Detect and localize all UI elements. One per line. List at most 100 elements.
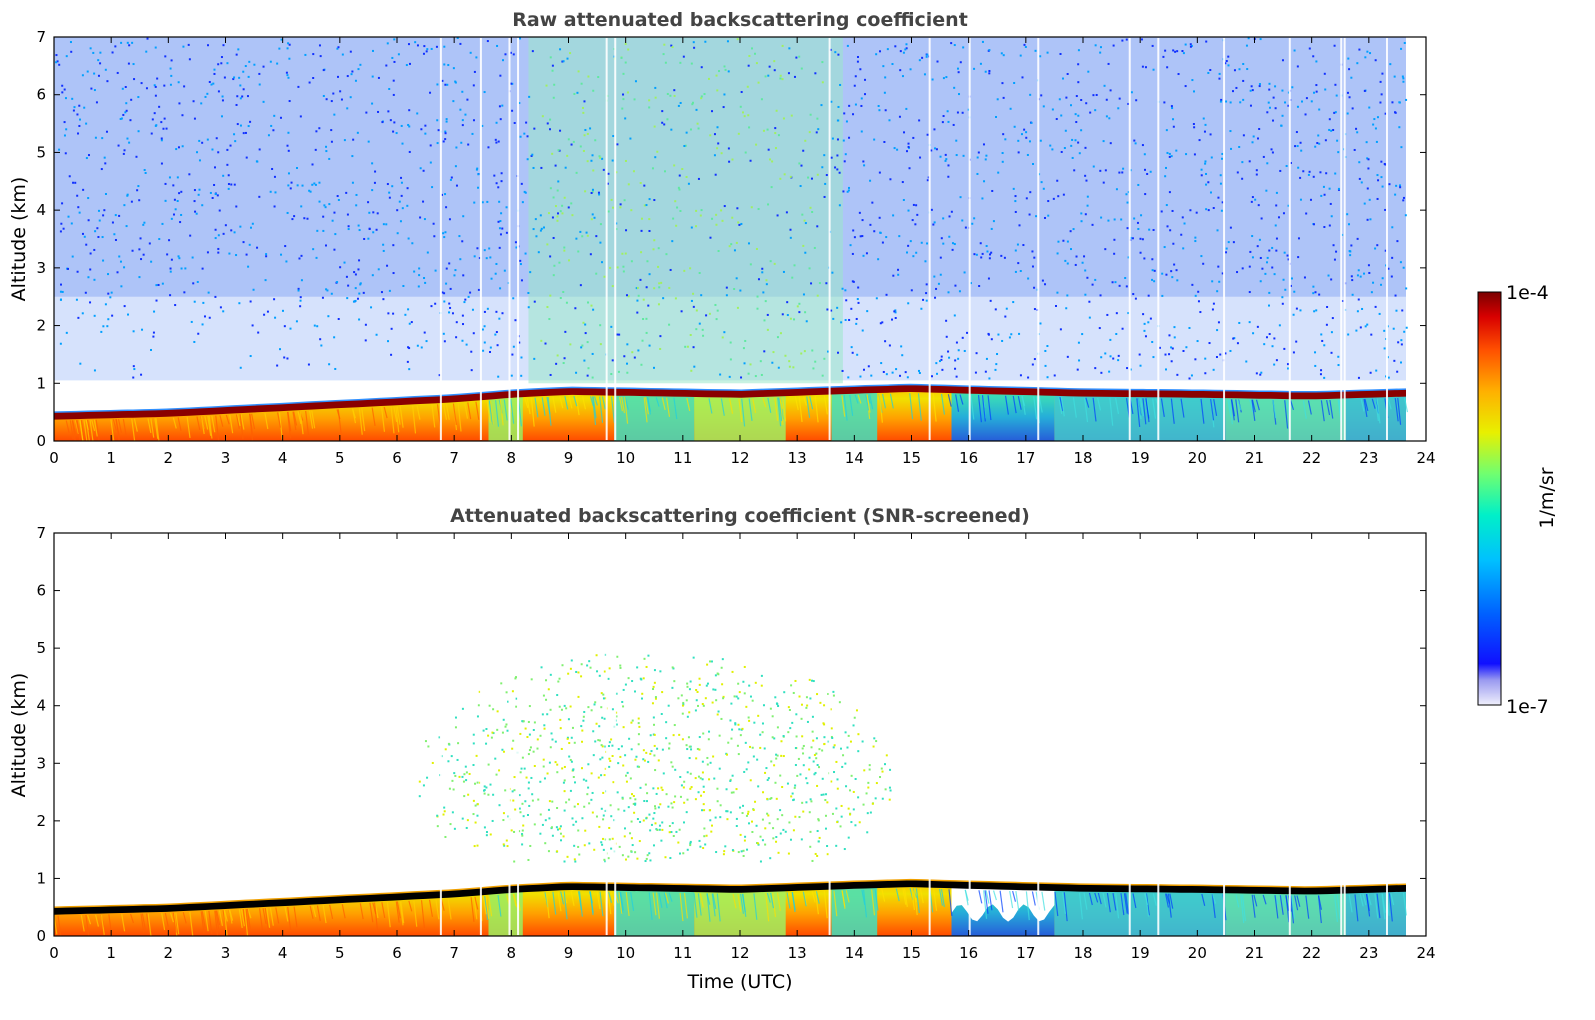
signal-speckle (462, 780, 465, 783)
noise-speckle (267, 134, 270, 137)
noise-speckle (1029, 191, 1032, 194)
noise-speckle (584, 190, 587, 193)
signal-speckle (504, 725, 507, 728)
noise-speckle (708, 312, 711, 315)
noise-speckle (524, 191, 527, 194)
noise-speckle (826, 308, 829, 311)
noise-speckle (179, 221, 182, 224)
noise-speckle (812, 367, 815, 370)
y-tick-label: 3 (36, 754, 46, 772)
noise-speckle (742, 347, 745, 350)
noise-speckle (1394, 111, 1397, 114)
noise-speckle (1321, 339, 1324, 342)
noise-speckle (789, 228, 792, 231)
noise-speckle (343, 261, 346, 264)
noise-speckle (1221, 201, 1224, 204)
signal-speckle (667, 805, 670, 808)
noise-speckle (135, 155, 138, 158)
signal-speckle (608, 667, 611, 670)
noise-speckle (1220, 157, 1223, 160)
signal-speckle (768, 822, 771, 825)
signal-speckle (747, 810, 750, 813)
bl-streak (352, 408, 357, 424)
noise-speckle (1368, 106, 1371, 109)
noise-speckle (765, 279, 768, 282)
signal-speckle (681, 738, 684, 741)
noise-speckle (400, 181, 403, 184)
noise-speckle (1381, 277, 1384, 280)
signal-speckle (673, 724, 676, 727)
signal-speckle (563, 860, 566, 863)
signal-speckle (801, 801, 804, 804)
bl-streak (1253, 894, 1258, 907)
noise-speckle (326, 289, 329, 292)
noise-speckle (1112, 357, 1115, 360)
bl-streak (503, 399, 508, 421)
noise-speckle (1014, 195, 1017, 198)
bl-streak (663, 892, 668, 909)
x-tick-label: 5 (335, 944, 345, 962)
noise-speckle (1200, 174, 1203, 177)
noise-speckle (728, 245, 731, 248)
noise-speckle (485, 257, 488, 260)
signal-speckle (729, 811, 732, 814)
bl-streak (177, 417, 182, 431)
noise-speckle (1010, 333, 1013, 336)
noise-speckle (786, 301, 789, 304)
bl-streak (393, 406, 398, 423)
signal-speckle (671, 686, 674, 689)
signal-speckle (609, 804, 612, 807)
signal-speckle (598, 825, 601, 828)
data-gap (517, 38, 520, 440)
noise-speckle (1196, 340, 1199, 343)
noise-speckle (789, 236, 792, 239)
signal-speckle (627, 855, 630, 858)
noise-speckle (748, 54, 751, 57)
noise-speckle (809, 113, 812, 116)
noise-speckle (258, 83, 261, 86)
signal-speckle (712, 755, 715, 758)
noise-speckle (385, 64, 388, 67)
signal-speckle (660, 839, 663, 842)
bl-streak (262, 908, 267, 924)
noise-speckle (813, 246, 816, 249)
noise-speckle (1217, 196, 1220, 199)
noise-speckle (273, 114, 276, 117)
noise-speckle (1287, 367, 1290, 370)
noise-speckle (164, 55, 167, 58)
noise-speckle (626, 362, 629, 365)
noise-speckle (1358, 177, 1361, 180)
noise-speckle (901, 75, 904, 78)
noise-speckle (172, 184, 175, 187)
noise-speckle (940, 358, 943, 361)
noise-speckle (401, 142, 404, 145)
noise-speckle (331, 219, 334, 222)
signal-speckle (551, 800, 554, 803)
signal-speckle (835, 760, 838, 763)
noise-speckle (1204, 162, 1207, 165)
noise-speckle (779, 74, 782, 77)
signal-speckle (731, 849, 734, 852)
noise-speckle (60, 298, 63, 301)
signal-speckle (818, 836, 821, 839)
noise-speckle (116, 71, 119, 74)
noise-speckle (407, 308, 410, 311)
noise-speckle (1292, 351, 1295, 354)
noise-speckle (854, 75, 857, 78)
noise-speckle (239, 97, 242, 100)
signal-speckle (889, 768, 892, 771)
noise-speckle (388, 289, 391, 292)
noise-speckle (723, 205, 726, 208)
noise-speckle (922, 298, 925, 301)
noise-speckle (995, 115, 998, 118)
noise-speckle (1151, 258, 1154, 261)
signal-speckle (645, 857, 648, 860)
bl-streak (964, 889, 969, 901)
noise-speckle (1017, 262, 1020, 265)
noise-speckle (1127, 312, 1130, 315)
signal-speckle (567, 718, 570, 721)
signal-speckle (706, 756, 709, 759)
signal-speckle (752, 755, 755, 758)
noise-speckle (354, 299, 357, 302)
noise-speckle (442, 140, 445, 143)
